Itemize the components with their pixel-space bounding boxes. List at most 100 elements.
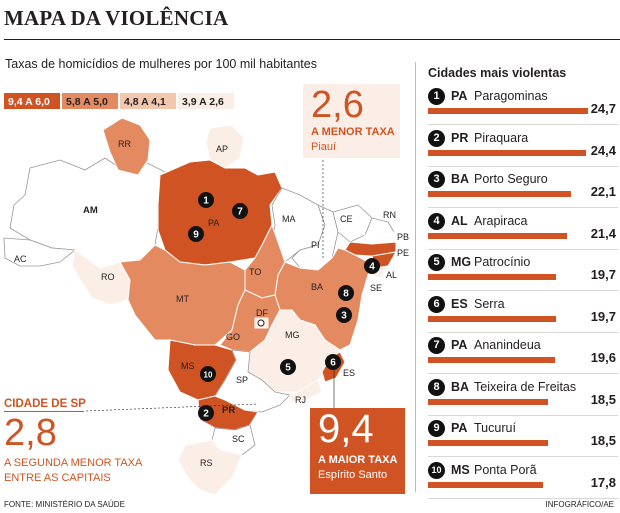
city-rate-bar — [428, 232, 567, 239]
max-rate-callout: 9,4 A MAIOR TAXA Espírito Santo — [310, 407, 405, 494]
city-row: 8 BA Teixeira de Freitas 18,5 — [428, 377, 618, 417]
page-subtitle: Taxas de homicídios de mulheres por 100 … — [5, 57, 317, 71]
city-row: 9 PA Tucuruí 18,5 — [428, 418, 618, 458]
city-rate-bar — [428, 149, 586, 156]
state-label-pi: PI — [311, 240, 320, 250]
min-rate-state: Piauí — [311, 141, 337, 153]
sp-callout-desc-line1: A SEGUNDA MENOR TAXA — [4, 457, 143, 469]
city-state: ES — [451, 296, 468, 311]
state-label-go: GO — [226, 332, 240, 342]
city-rate-bar — [428, 108, 588, 114]
city-marker-number: 10 — [204, 371, 213, 380]
min-rate-callout: 2,6 A MENOR TAXA Piauí — [303, 84, 400, 158]
city-row: 6 ES Serra 19,7 — [428, 294, 618, 334]
city-marker-10: 10 — [200, 366, 216, 382]
city-row: 2 PR Piraquara 24,4 — [428, 128, 618, 168]
state-label-am: AM — [83, 205, 98, 216]
city-row: 3 BA Porto Seguro 22,1 — [428, 169, 618, 209]
city-name: Teixeira de Freitas — [474, 379, 577, 394]
state-SP — [214, 349, 291, 413]
max-rate-state: Espírito Santo — [318, 469, 388, 481]
legend-swatch-4 — [178, 93, 234, 109]
city-rate-bar — [428, 315, 556, 322]
city-state: MG — [451, 255, 472, 269]
city-name: Porto Seguro — [474, 172, 548, 186]
sp-callout-value: 2,8 — [4, 412, 57, 454]
brazil-map: AM RR AP PA MA PI CE RN PB PE AL SE BA AC RO TO MT GO DF MG… — [3, 117, 409, 496]
title-divider — [4, 39, 620, 40]
state-RS — [177, 439, 243, 496]
city-row: 1 PA Paragominas 24,7 — [428, 86, 618, 126]
city-rate-value: 24,7 — [590, 101, 616, 116]
rank-badge: 5 — [428, 254, 445, 271]
rank-badge: 7 — [428, 337, 445, 354]
row-separator — [428, 207, 618, 208]
city-rate-bar — [428, 274, 556, 280]
city-marker-circle — [338, 285, 354, 301]
rank-badge: 10 — [428, 461, 445, 479]
state-RO — [71, 249, 131, 306]
city-row: 7 PA Ananindeua 19,6 — [428, 335, 618, 375]
max-rate-value: 9,4 — [318, 407, 374, 451]
state-label-ma: MA — [282, 214, 296, 224]
row-separator — [428, 497, 618, 499]
state-label-rn: RN — [383, 210, 396, 220]
state-label-ro: RO — [101, 272, 115, 282]
row-separator — [428, 373, 618, 374]
city-marker-1: 1 — [198, 192, 214, 208]
city-row: 5 MG Patrocínio 19,7 — [428, 252, 618, 292]
row-separator — [428, 165, 618, 167]
city-marker-number: 1 — [203, 196, 209, 207]
city-name: Arapiraca — [474, 213, 528, 228]
source-note: FONTE: MINISTÉRIO DA SAÚDE — [4, 500, 125, 509]
city-marker-6: 6 — [325, 354, 341, 370]
rank-badge: 9 — [428, 420, 445, 437]
state-label-pe: PE — [397, 248, 409, 258]
page-title: MAPA DA VIOLÊNCIA — [4, 6, 229, 30]
rank-badge: 2 — [428, 129, 445, 147]
row-separator — [428, 248, 618, 250]
city-name: Patrocínio — [474, 255, 531, 269]
state-label-mg: MG — [285, 330, 300, 340]
state-label-rj: RJ — [295, 395, 306, 405]
state-label-pr: PR — [222, 405, 235, 416]
city-rate-value: 21,4 — [590, 225, 616, 241]
state-label-al: AL — [386, 270, 397, 280]
city-marker-circle — [280, 359, 296, 375]
city-rate-value: 17,8 — [590, 474, 616, 490]
city-rate-value: 18,5 — [590, 391, 616, 407]
sp-callout-rule — [4, 411, 84, 412]
min-rate-value: 2,6 — [311, 84, 364, 126]
state-label-ba: BA — [311, 282, 323, 292]
city-rate-value: 18,5 — [590, 433, 616, 448]
city-name: Tucuruí — [474, 421, 516, 435]
state-RJ — [289, 379, 323, 403]
rank-badge: 1 — [428, 88, 445, 105]
city-name: Ponta Porã — [474, 462, 537, 477]
city-rate-value: 19,6 — [590, 350, 616, 365]
state-label-rr: RR — [118, 139, 131, 149]
state-label-ms: MS — [181, 361, 195, 371]
city-row: 10 MS Ponta Porã 17,8 — [428, 460, 618, 500]
state-PR — [197, 395, 259, 431]
city-marker-circle — [336, 307, 352, 323]
city-state: AL — [451, 213, 468, 228]
city-name: Serra — [474, 296, 505, 311]
state-label-pb: PB — [397, 232, 409, 242]
state-label-se: SE — [370, 283, 382, 293]
city-rate-bar — [428, 191, 571, 197]
city-state: BA — [451, 172, 470, 186]
row-separator — [428, 456, 618, 457]
city-name: Piraquara — [474, 130, 529, 145]
state-label-pa: PA — [208, 218, 219, 228]
city-marker-circle — [232, 203, 248, 219]
city-state: PA — [451, 421, 468, 435]
city-rate-value: 24,4 — [590, 142, 616, 158]
state-label-to: TO — [249, 267, 261, 277]
cities-title: Cidades mais violentas — [428, 66, 567, 80]
city-row: 4 AL Arapiraca 21,4 — [428, 211, 618, 251]
city-marker-4: 4 — [364, 258, 380, 274]
panel-divider — [415, 62, 416, 492]
city-marker-9: 9 — [188, 226, 204, 242]
legend-label-3: 4,8 A 4,1 — [124, 96, 166, 108]
